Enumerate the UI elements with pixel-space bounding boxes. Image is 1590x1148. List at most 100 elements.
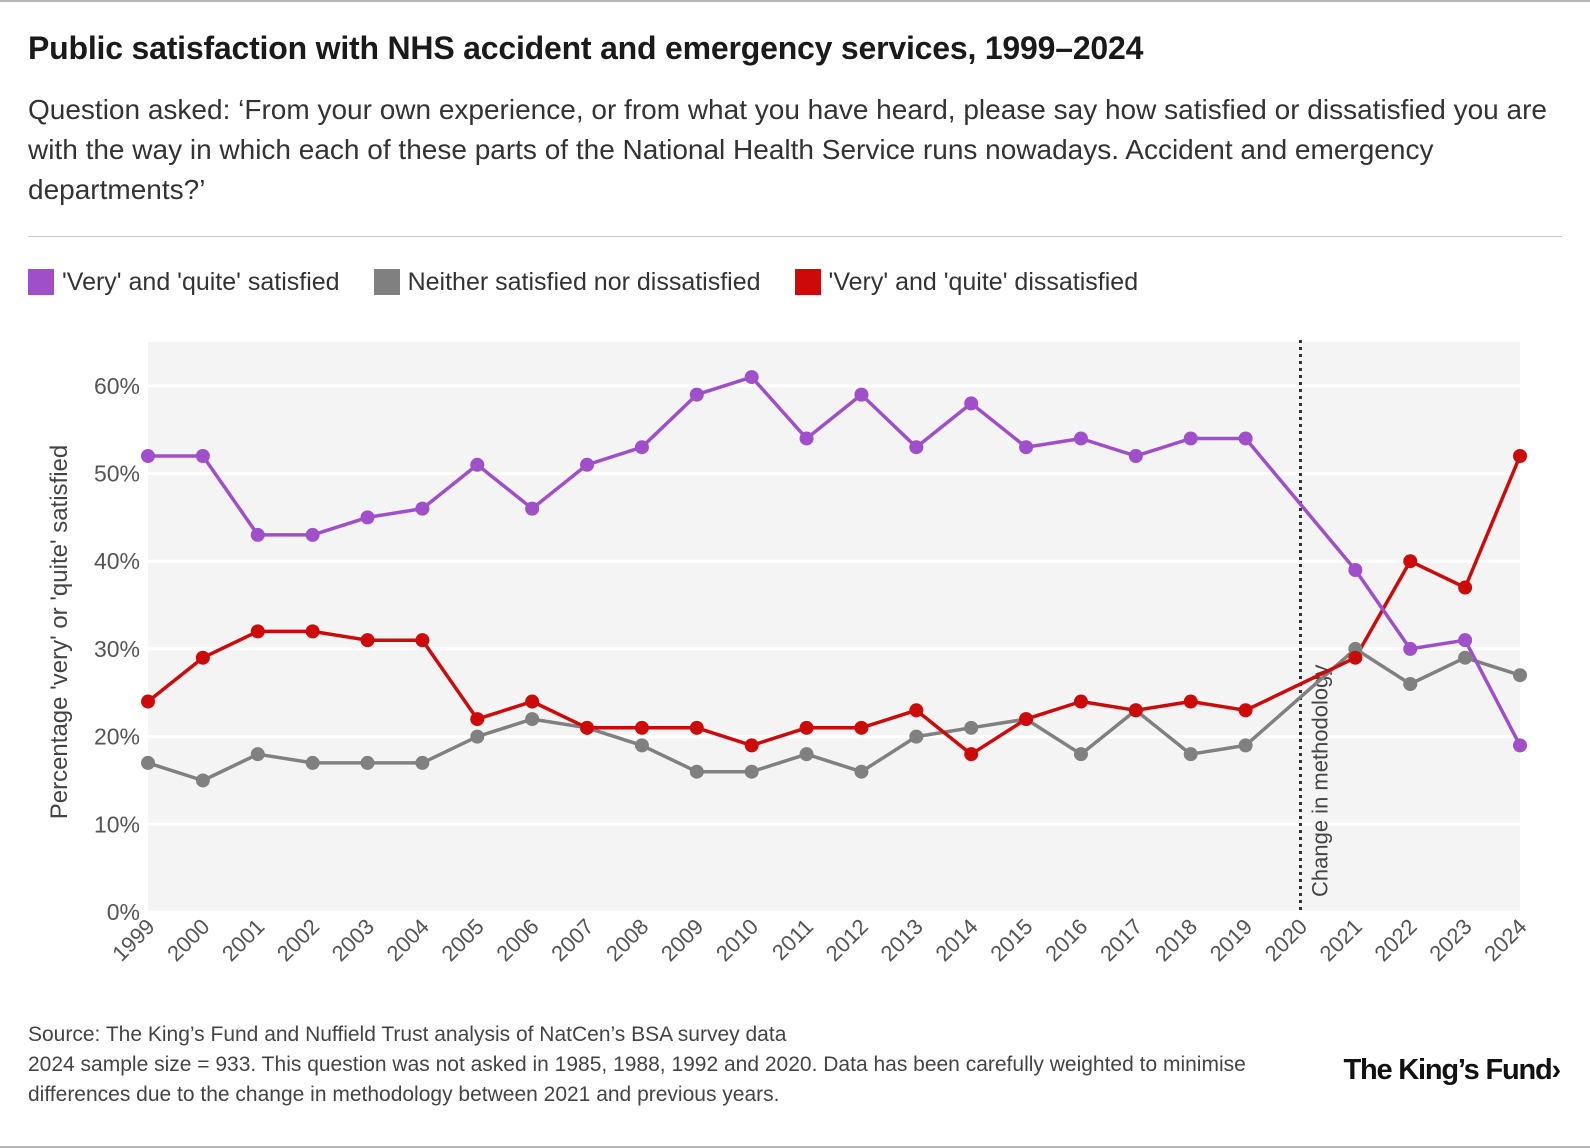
data-point-2 [250,624,265,639]
data-point-2 [360,633,375,648]
x-tick-label: 2003 [327,914,379,966]
legend-label-neither: Neither satisfied nor dissatisfied [407,267,761,296]
chart-title: Public satisfaction with NHS accident an… [28,30,1144,66]
logo-text: The King’s Fund [1343,1054,1552,1086]
data-point-2 [634,720,649,735]
data-point-1 [799,747,814,762]
x-tick-label: 2011 [767,914,818,965]
data-point-2 [525,694,540,709]
x-tick-label: 2019 [1205,914,1257,966]
legend-swatch-satisfied [28,269,54,295]
x-tick-label: 2001 [217,914,269,966]
data-point-2 [141,694,155,709]
data-point-1 [964,720,979,735]
data-point-0 [470,457,485,472]
data-point-2 [1403,554,1418,569]
data-point-2 [1019,712,1034,727]
x-tick-label: 2008 [601,914,653,966]
data-point-0 [634,440,649,455]
data-point-0 [195,449,210,463]
legend-item-satisfied: 'Very' and 'quite' satisfied [28,268,340,297]
data-point-0 [854,387,869,402]
data-point-1 [1403,677,1418,691]
data-point-0 [580,457,595,472]
data-point-1 [1238,738,1253,753]
x-tick-label: 2021 [1315,914,1367,966]
chevron-right-icon: › [1551,1054,1562,1086]
x-tick-label: 2006 [491,914,543,966]
data-point-1 [525,712,540,727]
data-point-1 [854,764,869,779]
footer: Source: The King’s Fund and Nuffield Tru… [28,1020,1298,1110]
data-point-0 [525,501,540,516]
data-point-1 [195,773,210,788]
data-point-0 [141,449,155,463]
bottom-border [0,1146,1590,1148]
data-point-2 [854,720,869,735]
data-point-2 [195,650,210,665]
legend-label-satisfied: 'Very' and 'quite' satisfied [62,267,340,296]
data-point-1 [470,729,485,744]
legend-item-dissatisfied: 'Very' and 'quite' dissatisfied [794,267,1139,297]
methodology-label: Change in methodology [1307,665,1332,897]
y-tick-label: 60% [94,373,140,399]
kings-fund-logo: The King’s Fund› [1343,1054,1562,1087]
x-tick-label: 2002 [272,914,324,966]
data-point-0 [909,440,924,455]
legend-swatch-neither [373,269,400,295]
x-tick-label: 2024 [1479,914,1531,966]
data-point-2 [964,747,979,762]
data-point-2 [1073,694,1088,709]
data-point-0 [305,527,320,542]
x-tick-label: 2013 [876,914,928,966]
legend-item-neither: Neither satisfied nor dissatisfied [373,267,761,297]
data-point-0 [1019,440,1034,455]
y-tick-label: 30% [94,636,140,662]
data-point-2 [744,738,759,753]
data-point-0 [1513,738,1527,753]
x-tick-label: 2012 [821,914,873,966]
line-chart: 0% 10% 20% 30% 40% 50% 60% Percentage 'very' or… [46,340,1532,966]
data-point-1 [250,747,265,762]
data-point-1 [909,729,924,744]
legend-label-dissatisfied: 'Very' and 'quite' dissatisfied [828,267,1139,296]
data-point-1 [1513,668,1527,683]
data-point-1 [744,764,759,779]
x-tick-label: 2020 [1260,914,1312,966]
data-point-0 [1403,641,1418,656]
top-border [0,0,1590,2]
data-point-0 [964,396,979,411]
legend: 'Very' and 'quite' satisfied Neither sat… [28,266,1172,298]
data-point-0 [744,370,759,385]
data-point-1 [1073,747,1088,762]
data-point-1 [1183,747,1198,762]
data-point-1 [634,738,649,753]
y-tick-label: 50% [94,461,140,487]
y-tick-label: 0% [107,899,140,925]
y-axis-title: Percentage 'very' or 'quite' satisfied [46,445,73,820]
x-tick-label: 2005 [437,914,489,966]
data-point-0 [1073,431,1088,446]
data-point-0 [360,510,375,525]
chart-subtitle: Question asked: ‘From your own experienc… [28,94,1547,205]
data-point-2 [1183,694,1198,709]
data-point-0 [799,431,814,446]
data-point-2 [1458,580,1473,595]
data-point-0 [415,501,430,516]
data-point-2 [1348,650,1363,665]
data-point-2 [305,624,320,639]
y-tick-label: 40% [94,548,140,574]
data-point-0 [1238,431,1253,446]
source-note: Source: The King’s Fund and Nuffield Tru… [28,1023,787,1046]
y-tick-label: 10% [94,811,140,837]
data-point-2 [689,720,704,735]
data-point-0 [689,387,704,402]
x-tick-label: 2022 [1369,914,1421,966]
y-tick-label: 20% [94,724,140,750]
data-point-2 [580,720,595,735]
data-point-1 [141,755,155,770]
data-point-2 [799,720,814,735]
x-tick-label: 2000 [162,914,214,966]
x-tick-label: 2015 [985,914,1037,966]
x-tick-label: 2010 [711,914,763,966]
